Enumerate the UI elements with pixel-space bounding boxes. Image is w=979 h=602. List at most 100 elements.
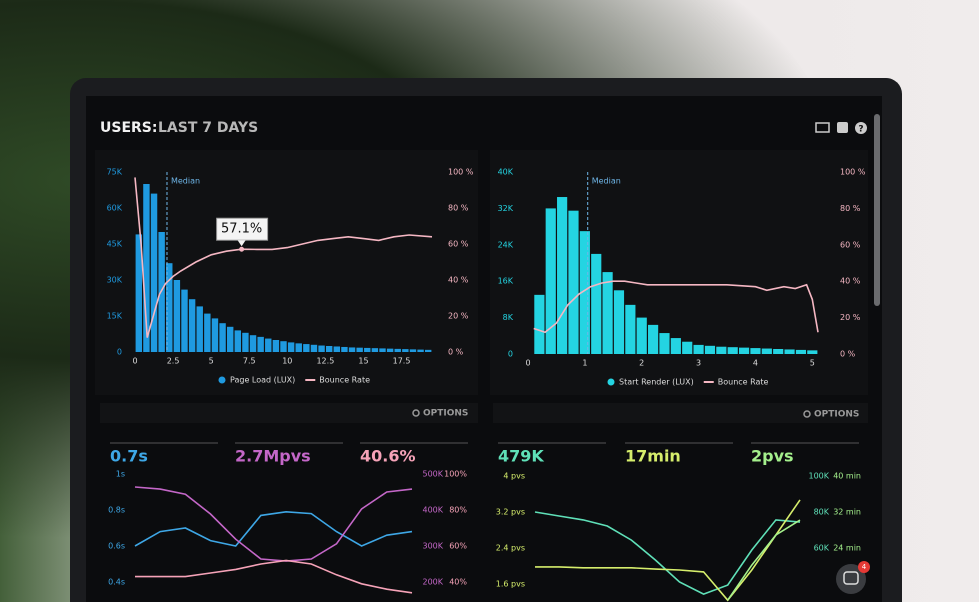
y2-tick-label: 20 % <box>448 312 469 321</box>
bar <box>371 348 379 352</box>
y-tick-label: 2.4 pvs <box>496 544 525 553</box>
help-icon[interactable] <box>855 122 867 134</box>
y-tick-label: 24K <box>498 240 514 249</box>
y2-tick-label: 40 % <box>448 276 469 285</box>
y-tick-label: 0.8s <box>108 506 125 515</box>
y2-tick-label: 80 % <box>448 204 469 213</box>
legend-label: Start Render (LUX) <box>619 378 694 387</box>
bar <box>670 338 681 354</box>
y2-tick-label: 60K <box>814 544 830 553</box>
bar <box>795 349 807 354</box>
bar <box>295 343 302 352</box>
bar <box>591 253 602 354</box>
bar <box>265 338 272 352</box>
bar <box>333 346 341 352</box>
bar <box>325 346 333 352</box>
y2-tick-label: 80 % <box>840 204 861 213</box>
line <box>535 499 801 602</box>
bar <box>761 348 772 354</box>
y-tick-label: 32K <box>498 204 514 213</box>
bar <box>625 304 636 354</box>
x-tick-label: 2 <box>639 359 644 368</box>
line <box>533 280 819 334</box>
legend-label: Bounce Rate <box>319 376 370 385</box>
bar <box>613 290 625 354</box>
bar <box>636 317 647 354</box>
bar <box>135 234 143 352</box>
x-tick-label: 10 <box>282 357 292 366</box>
bar <box>257 336 264 352</box>
bar <box>341 346 348 352</box>
bar <box>386 348 394 352</box>
y-tick-label: 0.4s <box>108 578 125 587</box>
bar <box>417 349 424 352</box>
bar <box>557 197 568 354</box>
y-tick-label: 8K <box>503 313 514 322</box>
monitor-icon[interactable] <box>815 122 830 133</box>
bar <box>143 184 150 352</box>
y-tick-label: 45K <box>107 240 123 249</box>
y2-tick-label: 200K <box>422 578 443 587</box>
kpi-value: 17min <box>625 447 681 466</box>
bar <box>534 294 545 354</box>
y3-tick-label: 80% <box>449 506 467 515</box>
x-tick-label: 0 <box>525 359 530 368</box>
line <box>135 559 413 594</box>
x-tick-label: 7.5 <box>243 357 256 366</box>
y2-tick-label: 100 % <box>840 168 866 177</box>
chat-button[interactable] <box>836 564 866 594</box>
badge-count: 4 <box>862 563 867 571</box>
x-tick-label: 0 <box>132 357 137 366</box>
y-tick-label: 75K <box>107 168 123 177</box>
tooltip-label: 57.1% <box>221 222 262 237</box>
bar <box>310 344 318 352</box>
bar <box>181 289 188 352</box>
y-tick-label: 60K <box>107 204 123 213</box>
bar <box>211 318 219 352</box>
bar <box>318 345 325 352</box>
bar <box>545 208 556 354</box>
x-tick-label: 3 <box>696 359 701 368</box>
hover-point <box>239 246 245 252</box>
y2-tick-label: 60 % <box>840 240 861 249</box>
bar <box>249 335 257 352</box>
bar <box>704 345 716 354</box>
y2-tick-label: 100K <box>808 472 829 481</box>
scrollbar[interactable] <box>874 114 880 306</box>
x-tick-label: 17.5 <box>393 357 411 366</box>
bar <box>173 280 181 352</box>
line <box>134 486 413 562</box>
bar <box>188 299 196 352</box>
y3-tick-label: 32 min <box>833 508 861 517</box>
legend-dot <box>218 376 226 384</box>
legend-label: Page Load (LUX) <box>230 376 295 385</box>
line <box>134 177 433 338</box>
bar <box>242 332 249 352</box>
kpi-value: 2.7Mpvs <box>235 447 311 466</box>
y-tick-label: 0 <box>508 350 513 359</box>
legend-label: Bounce Rate <box>718 378 769 387</box>
line <box>134 510 413 547</box>
bar <box>196 306 203 352</box>
y3-tick-label: 40 min <box>833 472 861 481</box>
bar <box>280 341 287 352</box>
y2-tick-label: 500K <box>422 470 443 479</box>
bar <box>773 348 784 354</box>
y2-tick-label: 60 % <box>448 240 469 249</box>
bar <box>716 346 727 354</box>
options-button[interactable]: OPTIONS <box>814 410 859 420</box>
y3-tick-label: 60% <box>449 542 467 551</box>
kpi-value: 2pvs <box>751 447 794 466</box>
options-bar <box>493 403 868 423</box>
bar <box>659 333 670 354</box>
share-icon[interactable] <box>837 122 848 133</box>
bar <box>356 347 363 352</box>
tooltip-pointer <box>237 240 246 247</box>
bar <box>226 326 234 352</box>
options-button[interactable]: OPTIONS <box>423 409 468 419</box>
median-label: Median <box>171 177 200 186</box>
bar <box>234 330 242 352</box>
bar <box>219 323 226 352</box>
